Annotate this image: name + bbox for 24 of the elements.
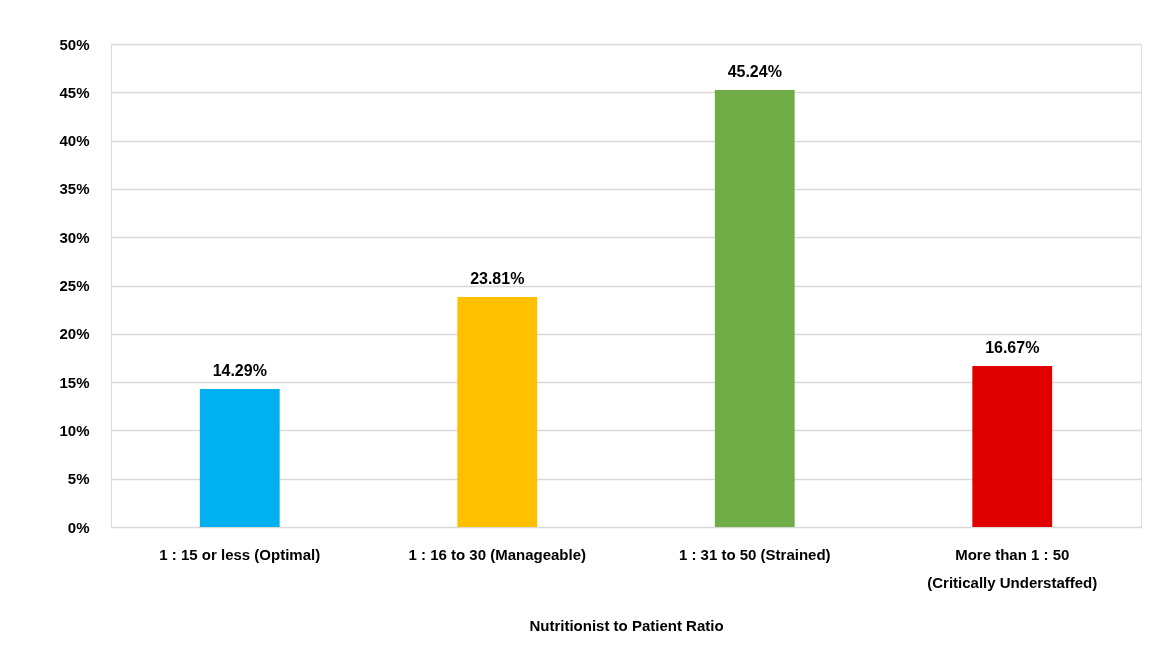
y-tick-label: 5% bbox=[67, 470, 90, 488]
data-label: 23.81% bbox=[470, 270, 525, 287]
bar bbox=[199, 388, 280, 527]
x-tick-label: 1 : 15 or less (Optimal) bbox=[159, 545, 321, 563]
bar bbox=[457, 297, 538, 527]
y-tick-label: 15% bbox=[59, 373, 90, 391]
x-tick-label: 1 : 31 to 50 (Strained) bbox=[678, 545, 831, 563]
y-tick-label: 0% bbox=[67, 518, 90, 536]
y-tick-label: 30% bbox=[59, 228, 90, 246]
y-tick-label: 10% bbox=[59, 421, 90, 439]
y-tick-label: 50% bbox=[59, 35, 90, 53]
x-tick-label: 1 : 16 to 30 (Manageable) bbox=[408, 545, 587, 563]
data-label: 14.29% bbox=[212, 361, 267, 379]
x-tick-label: More than 1 : 50 (Critically Understaffed) bbox=[927, 545, 1098, 591]
y-tick-label: 25% bbox=[59, 277, 90, 294]
y-tick-label: 20% bbox=[59, 325, 90, 343]
x-axis-title: Nutritionist to Patient Ratio bbox=[529, 616, 724, 634]
y-tick-label: 35% bbox=[59, 180, 90, 198]
bar bbox=[972, 365, 1053, 527]
data-label: 16.67% bbox=[985, 338, 1040, 356]
y-tick-label: 40% bbox=[59, 132, 90, 150]
y-tick-label: 45% bbox=[59, 83, 90, 101]
data-label: 45.24% bbox=[727, 62, 782, 80]
bar bbox=[714, 89, 795, 527]
